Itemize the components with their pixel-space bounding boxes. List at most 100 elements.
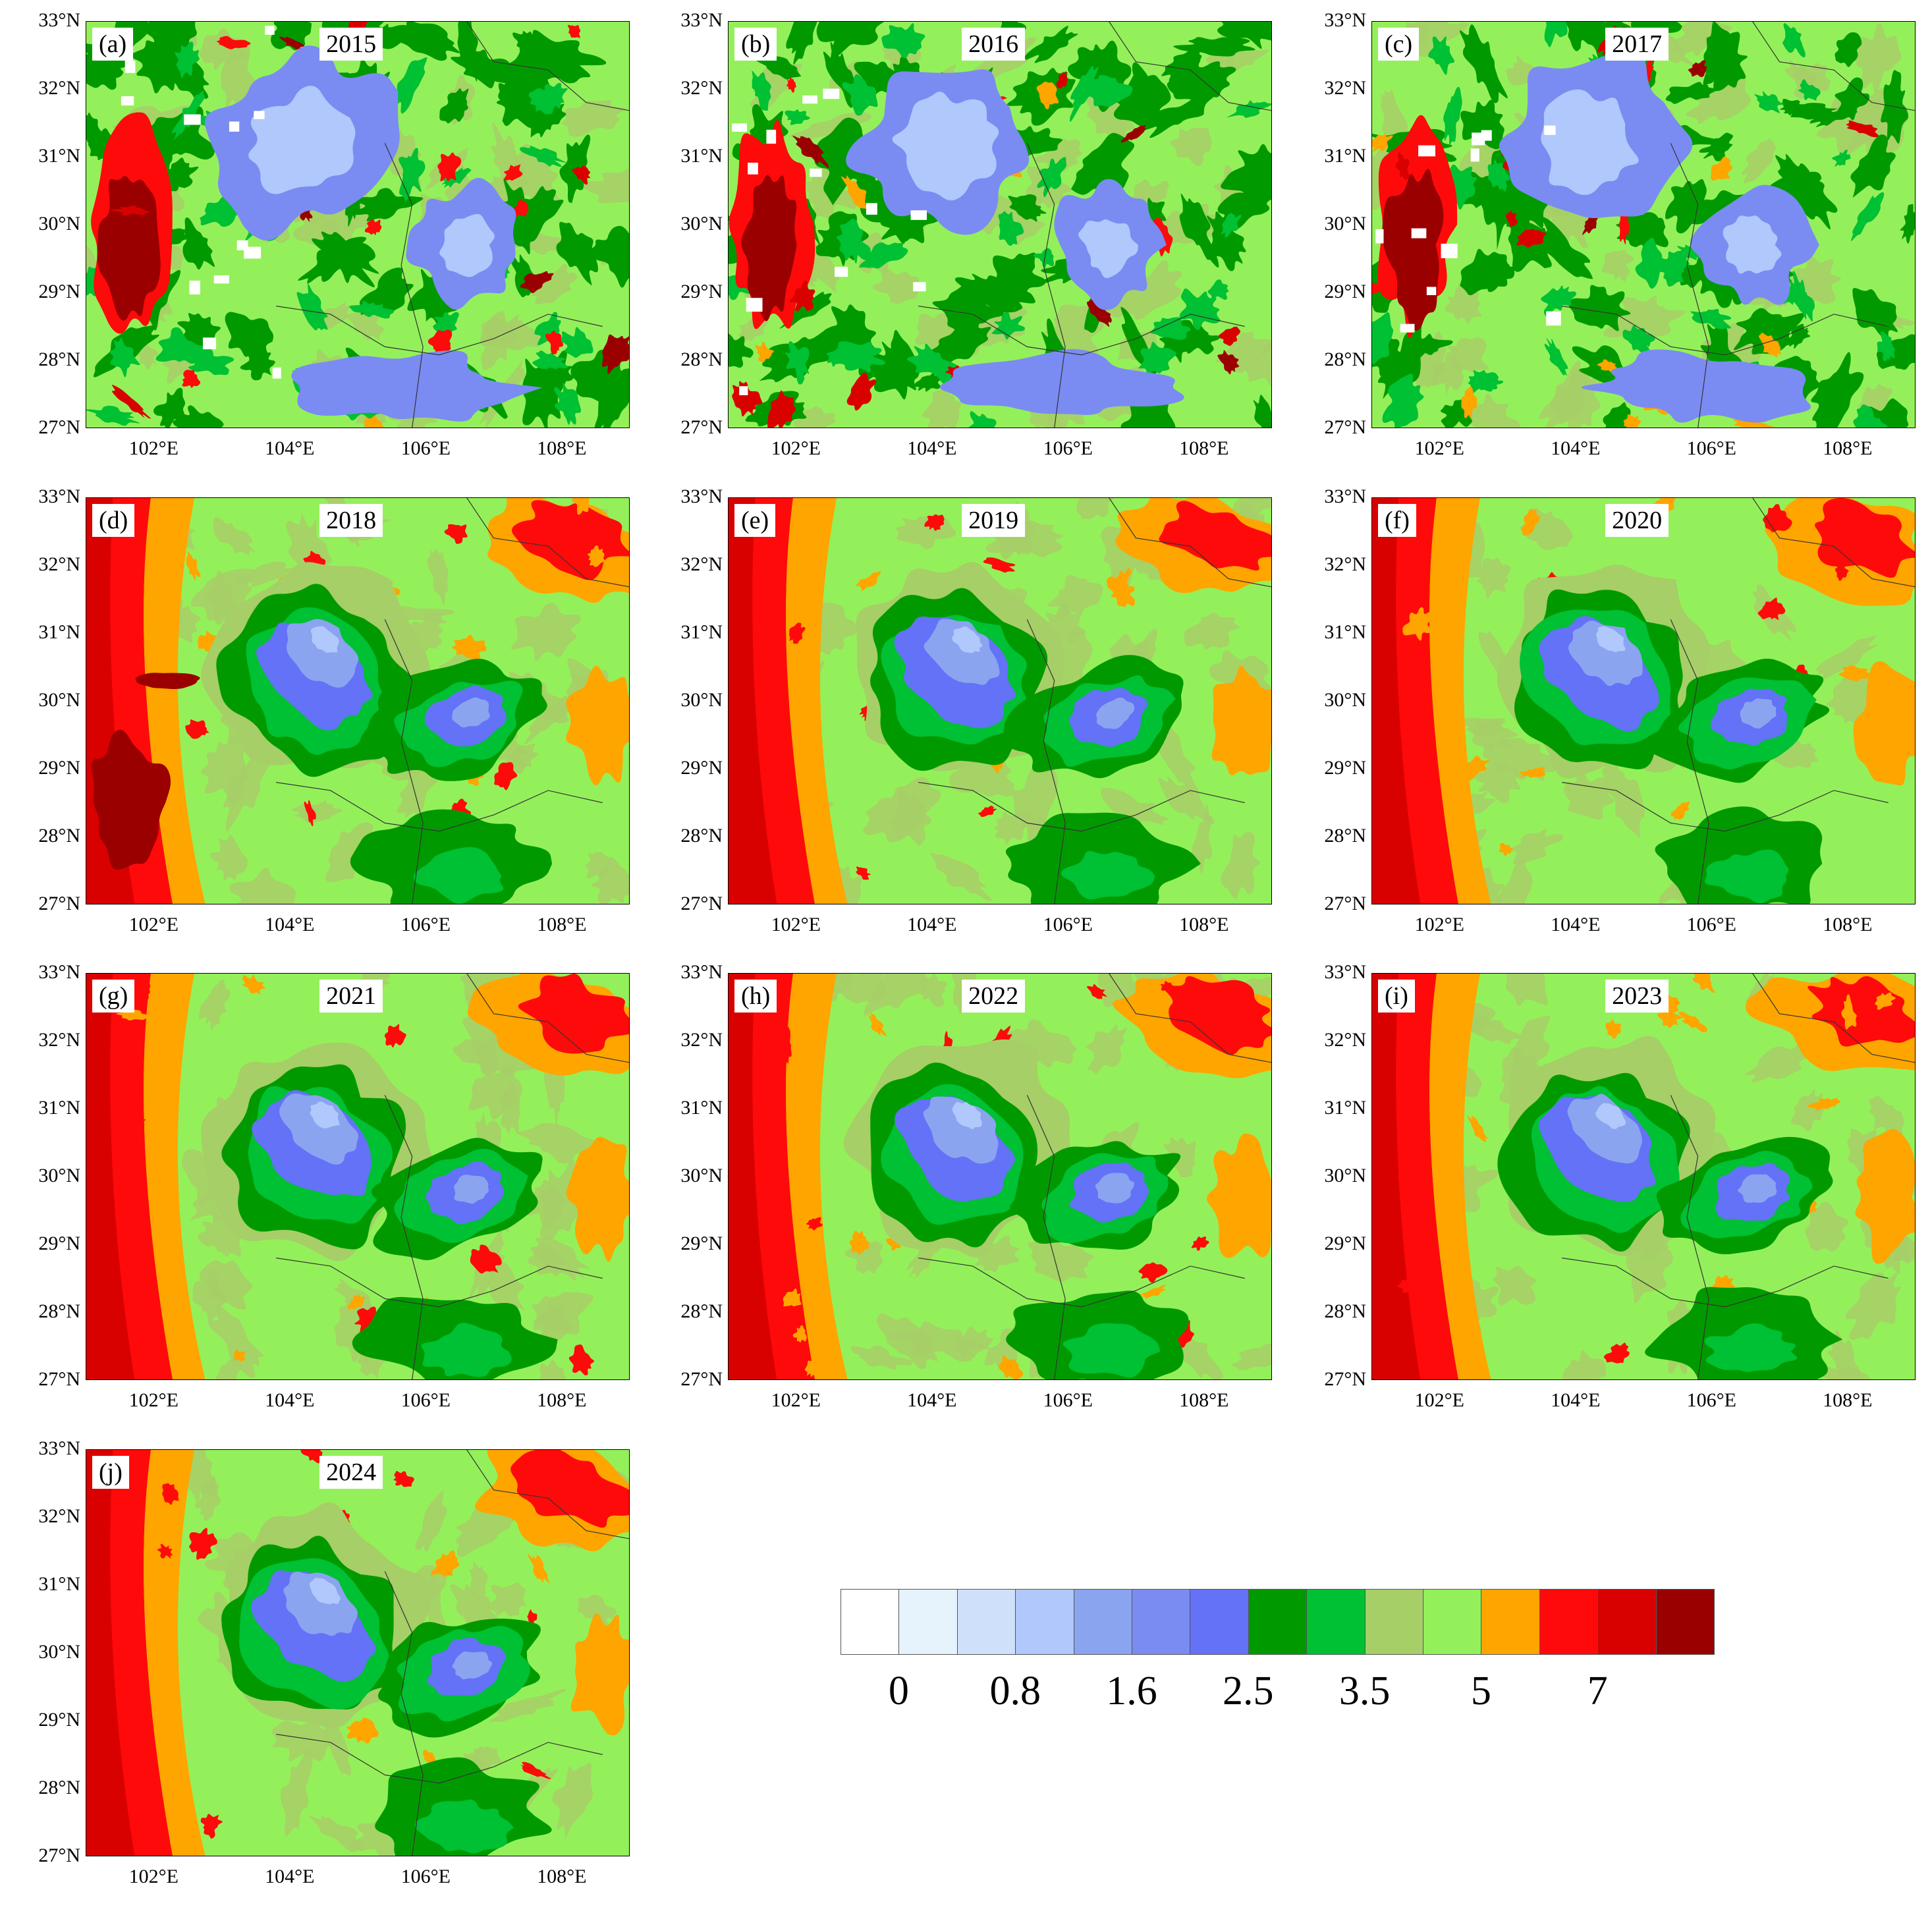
- map-plot: [86, 21, 630, 428]
- colorbar-swatch: [1073, 1589, 1132, 1655]
- colorbar-label: 2.5: [1223, 1669, 1274, 1713]
- colorbar-label: 0.8: [989, 1669, 1041, 1713]
- colorbar-swatch: [898, 1589, 958, 1655]
- map-panel-2022: (h) 2022: [728, 973, 1272, 1380]
- province-boundary: [384, 1095, 424, 1380]
- map-plot: [728, 497, 1272, 904]
- panel-letter: (e): [734, 504, 776, 537]
- colorbar-swatch: [1423, 1589, 1482, 1655]
- lat-tick-label: 31°N: [1324, 1097, 1366, 1119]
- lon-tick-label: 106°E: [400, 1389, 451, 1411]
- map-plot: [1371, 497, 1916, 904]
- lat-tick-label: 28°N: [680, 348, 723, 370]
- colorbar-swatch: [1306, 1589, 1366, 1655]
- lat-tick-label: 27°N: [680, 1368, 723, 1390]
- lat-tick-label: 30°N: [38, 1165, 80, 1186]
- province-boundary: [276, 1258, 603, 1308]
- lat-tick-label: 32°N: [38, 77, 80, 99]
- panel-letter: (g): [92, 980, 135, 1013]
- lat-tick-label: 28°N: [38, 1300, 80, 1322]
- panel-year: 2016: [962, 28, 1026, 61]
- lat-tick-label: 27°N: [38, 416, 80, 438]
- map-panel-2018: (d) 2018: [86, 497, 630, 904]
- colorbar-swatch: [1015, 1589, 1074, 1655]
- lat-tick-label: 29°N: [680, 1233, 723, 1254]
- lat-tick-label: 30°N: [1324, 689, 1366, 711]
- lat-tick-label: 27°N: [38, 893, 80, 914]
- lat-tick-label: 29°N: [38, 281, 80, 302]
- lat-tick-label: 32°N: [680, 1029, 723, 1051]
- colorbar-label: 5: [1470, 1669, 1491, 1713]
- lon-tick-label: 102°E: [128, 1866, 179, 1887]
- lat-tick-label: 33°N: [38, 961, 80, 983]
- lon-tick-label: 106°E: [1043, 437, 1093, 459]
- province-boundary: [918, 306, 1245, 356]
- lat-tick-label: 29°N: [680, 757, 723, 779]
- colorbar-swatch: [1132, 1589, 1191, 1655]
- colorbar-swatch: [1190, 1589, 1249, 1655]
- lat-tick-label: 27°N: [1324, 893, 1366, 914]
- lon-tick-label: 104°E: [1551, 437, 1601, 459]
- lon-tick-label: 106°E: [400, 914, 451, 935]
- colorbar-swatch: [956, 1589, 1016, 1655]
- lat-tick-label: 29°N: [680, 281, 723, 302]
- colorbar-label: 7: [1587, 1669, 1608, 1713]
- lon-tick-label: 106°E: [1686, 914, 1736, 935]
- province-boundary: [1752, 497, 1916, 588]
- lon-tick-label: 108°E: [1823, 914, 1873, 935]
- province-boundary: [1562, 306, 1889, 356]
- map-panel-2019: (e) 2019: [728, 497, 1272, 904]
- province-boundary: [466, 973, 630, 1063]
- province-boundary: [1108, 973, 1272, 1063]
- lat-tick-label: 28°N: [38, 348, 80, 370]
- panel-letter: (j): [92, 1456, 129, 1489]
- lon-tick-label: 102°E: [128, 1389, 179, 1411]
- panel-letter: (h): [734, 980, 777, 1013]
- lon-tick-label: 108°E: [537, 1866, 587, 1887]
- province-boundary: [276, 306, 603, 356]
- panel-year: 2017: [1605, 28, 1669, 61]
- province-boundary: [1670, 1095, 1709, 1380]
- colorbar-label: 3.5: [1339, 1669, 1391, 1713]
- colorbar-swatch: [841, 1589, 900, 1655]
- map-panel-2024: (j) 2024: [86, 1449, 630, 1856]
- panel-letter: (c): [1378, 28, 1420, 61]
- panel-year: 2022: [962, 980, 1026, 1013]
- lat-tick-label: 27°N: [680, 416, 723, 438]
- lat-tick-label: 33°N: [38, 9, 80, 31]
- map-panel-2021: (g) 2021: [86, 973, 630, 1380]
- province-boundary: [466, 497, 630, 588]
- lat-tick-label: 28°N: [38, 825, 80, 846]
- province-boundary: [1752, 21, 1916, 111]
- lat-tick-label: 32°N: [680, 553, 723, 575]
- lon-tick-label: 102°E: [771, 914, 821, 935]
- lat-tick-label: 32°N: [1324, 1029, 1366, 1051]
- province-boundary: [466, 21, 630, 111]
- province-boundary: [1108, 21, 1272, 111]
- map-plot: [86, 497, 630, 904]
- lat-tick-label: 28°N: [1324, 1300, 1366, 1322]
- map-plot: [86, 973, 630, 1380]
- lat-tick-label: 29°N: [1324, 1233, 1366, 1254]
- map-panel-2017: (c) 2017: [1371, 21, 1916, 428]
- map-plot: [728, 973, 1272, 1380]
- panel-letter: (b): [734, 28, 777, 61]
- province-boundary: [384, 619, 424, 904]
- lon-tick-label: 102°E: [1414, 914, 1464, 935]
- panel-letter: (i): [1378, 980, 1415, 1013]
- lat-tick-label: 33°N: [680, 9, 723, 31]
- panel-year: 2023: [1605, 980, 1669, 1013]
- lat-tick-label: 28°N: [38, 1777, 80, 1798]
- lat-tick-label: 33°N: [1324, 961, 1366, 983]
- panel-letter: (a): [92, 28, 134, 61]
- lon-tick-label: 102°E: [128, 437, 179, 459]
- lat-tick-label: 31°N: [1324, 145, 1366, 167]
- lon-tick-label: 106°E: [1686, 1389, 1736, 1411]
- lat-tick-label: 29°N: [1324, 281, 1366, 302]
- province-boundary: [918, 1258, 1245, 1308]
- province-boundary: [1026, 619, 1066, 904]
- colorbar-swatch: [1364, 1589, 1423, 1655]
- lat-tick-label: 30°N: [680, 1165, 723, 1186]
- panel-letter: (f): [1378, 504, 1416, 537]
- map-plot: [728, 21, 1272, 428]
